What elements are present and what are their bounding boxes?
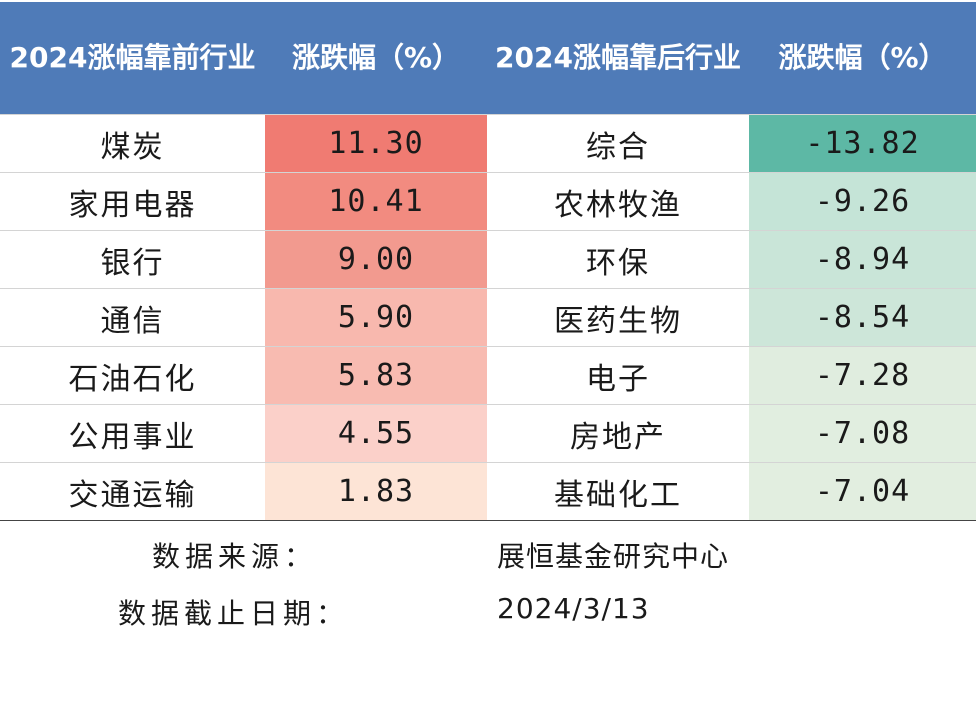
top-industry-cell: 公用事业 [0,404,265,463]
bottom-industry-cell: 农林牧渔 [487,172,749,231]
table-row: 公用事业 4.55 房地产 -7.08 [0,404,976,463]
bottom-industry-cell: 电子 [487,346,749,405]
table-row: 煤炭 11.30 综合 -13.82 [0,114,976,173]
top-change-cell: 11.30 [265,114,487,173]
top-industry-cell: 家用电器 [0,172,265,231]
bottom-change-cell: -7.04 [749,462,976,521]
top-change-cell: 4.55 [265,404,487,463]
bottom-industry-cell: 房地产 [487,404,749,463]
table-header-row: 2024涨幅靠前行业 涨跌幅（%） 2024涨幅靠后行业 涨跌幅（%） [0,2,976,115]
bottom-industry-cell: 医药生物 [487,288,749,347]
header-top-industry: 2024涨幅靠前行业 [0,2,265,115]
table-row: 家用电器 10.41 农林牧渔 -9.26 [0,172,976,231]
top-industry-cell: 石油石化 [0,346,265,405]
table-row: 通信 5.90 医药生物 -8.54 [0,288,976,347]
top-industry-cell: 通信 [0,288,265,347]
top-industry-cell: 交通运输 [0,462,265,521]
top-change-cell: 5.83 [265,346,487,405]
top-industry-cell: 银行 [0,230,265,289]
top-industry-cell: 煤炭 [0,114,265,173]
data-source-label: 数据来源： [152,540,318,573]
table-row: 银行 9.00 环保 -8.94 [0,230,976,289]
bottom-change-cell: -7.28 [749,346,976,405]
industry-performance-table: 2024涨幅靠前行业 涨跌幅（%） 2024涨幅靠后行业 涨跌幅（%） 煤炭 11… [0,2,976,521]
bottom-change-cell: -9.26 [749,172,976,231]
bottom-change-cell: -13.82 [749,114,976,173]
header-top-change: 涨跌幅（%） [265,2,487,115]
bottom-change-cell: -7.08 [749,404,976,463]
top-change-cell: 9.00 [265,230,487,289]
top-change-cell: 5.90 [265,288,487,347]
data-cutoff-date-label: 数据截止日期： [118,597,350,630]
data-cutoff-date-value: 2024/3/13 [497,592,650,625]
header-bottom-change: 涨跌幅（%） [749,2,976,115]
bottom-change-cell: -8.54 [749,288,976,347]
header-bottom-industry: 2024涨幅靠后行业 [487,2,749,115]
bottom-industry-cell: 基础化工 [487,462,749,521]
table-row: 石油石化 5.83 电子 -7.28 [0,346,976,405]
bottom-industry-cell: 环保 [487,230,749,289]
top-change-cell: 1.83 [265,462,487,521]
data-source-value: 展恒基金研究中心 [497,540,730,573]
table-row: 交通运输 1.83 基础化工 -7.04 [0,462,976,521]
top-change-cell: 10.41 [265,172,487,231]
bottom-industry-cell: 综合 [487,114,749,173]
bottom-change-cell: -8.94 [749,230,976,289]
